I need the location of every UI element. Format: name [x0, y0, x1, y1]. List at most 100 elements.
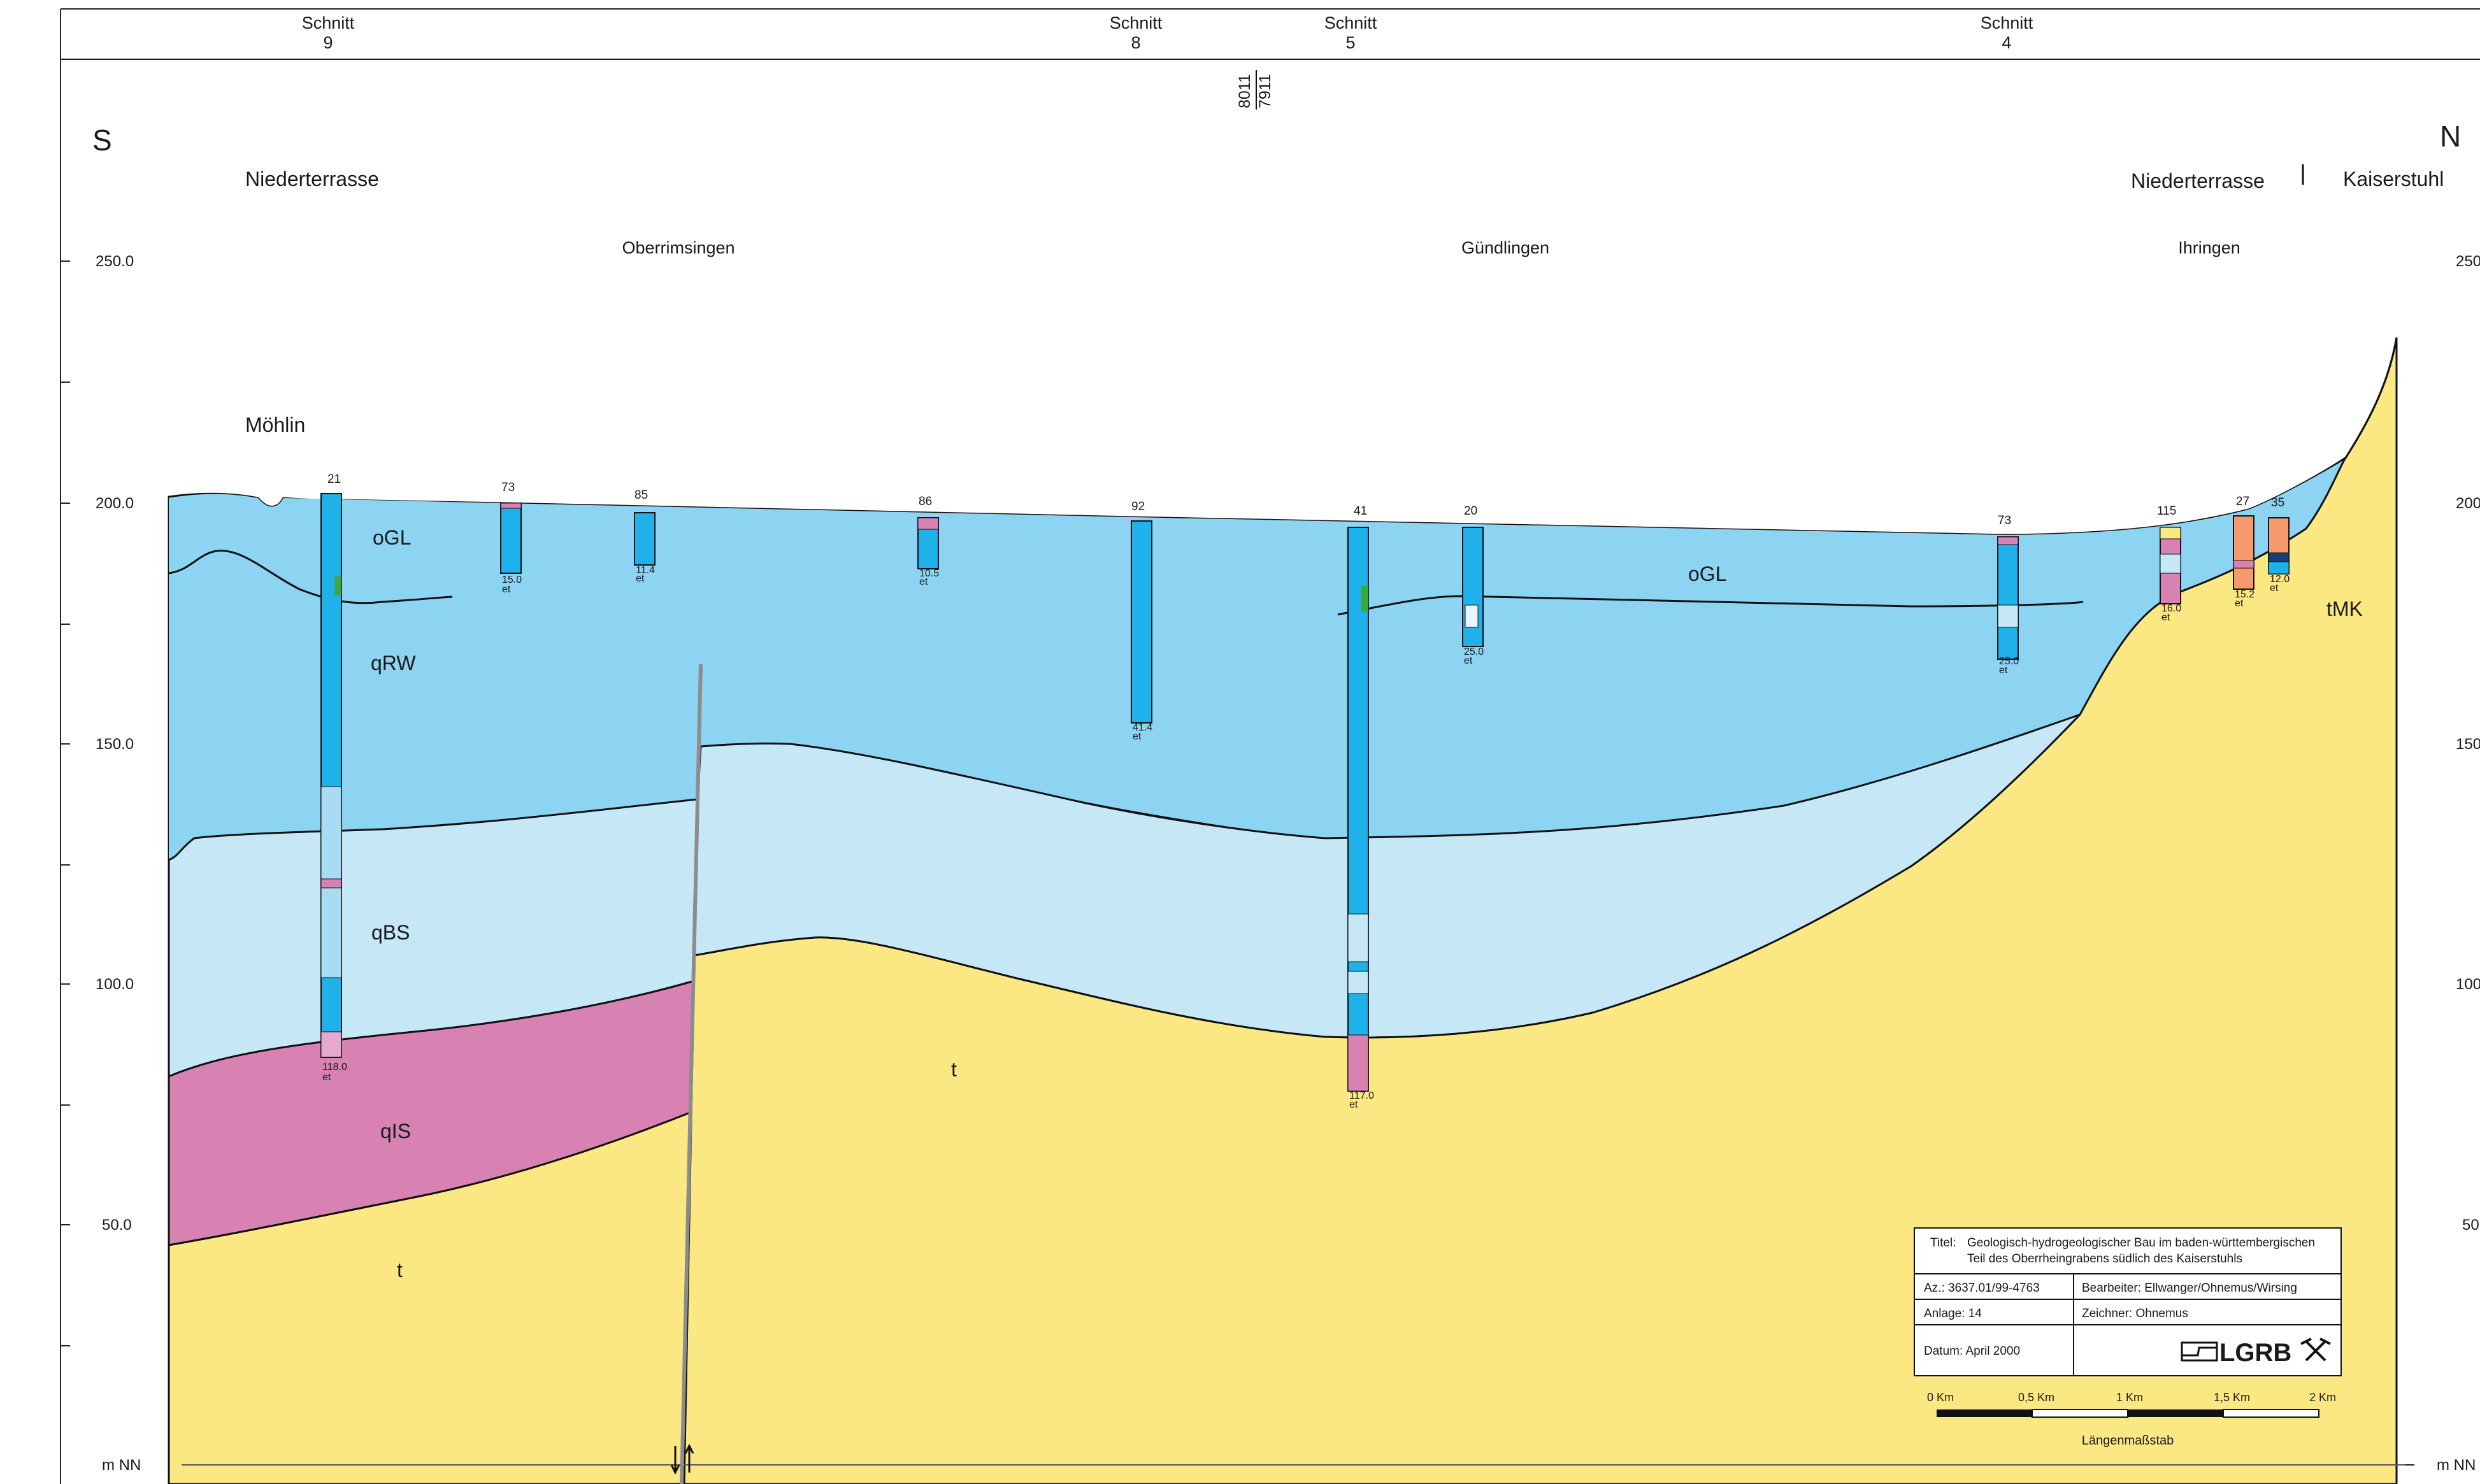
section-8-label: Schnitt [1110, 13, 1163, 32]
place-guendlingen: Gündlingen [1461, 238, 1549, 257]
fault-line [680, 664, 703, 1484]
section-4-number: 4 [2002, 33, 2011, 52]
borehole-depth-21: 118.0 [322, 1062, 347, 1073]
borehole-id-73-left: 73 [501, 481, 515, 494]
layer-qRW [169, 460, 2344, 860]
geology-layers [168, 337, 2414, 1484]
layer-label-qBS: qBS [371, 921, 410, 944]
layer-label-t-right: t [951, 1058, 957, 1081]
section-4-label: Schnitt [1981, 13, 2033, 32]
direction-south: S [92, 124, 112, 157]
borehole-depth-35: 12.0 [2270, 574, 2290, 585]
layer-label-oGL-right: oGL [1688, 562, 1726, 585]
title-az: Az.: 3637.01/99-4763 [1924, 1281, 2040, 1295]
borehole-depth-85: 11.4 [636, 565, 655, 576]
region-left: Niederterrasse [245, 168, 379, 190]
borehole-73-left [500, 503, 522, 574]
place-ihringen: Ihringen [2178, 238, 2240, 257]
section-8-number: 8 [1131, 33, 1140, 52]
borehole-depth-86: 10.5 [919, 568, 939, 579]
layer-label-qIS: qIS [380, 1120, 411, 1143]
borehole-73-right [1997, 536, 2019, 660]
borehole-note-21: et [322, 1072, 331, 1083]
tick-right-100: 100 [2456, 976, 2480, 993]
scale-caption: Längenmaßstab [2082, 1434, 2174, 1448]
borehole-note-35: et [2270, 583, 2279, 594]
borehole-depth-73-left: 15.0 [502, 574, 522, 585]
tick-left-150: 150.0 [96, 736, 134, 753]
borehole-depth-41: 117.0 [1349, 1090, 1374, 1101]
borehole-id-27: 27 [2236, 495, 2249, 508]
region-right-terrace: Niederterrasse [2131, 169, 2265, 192]
borehole-id-35: 35 [2271, 496, 2284, 510]
axis-ticks [61, 260, 2414, 1466]
borehole-27 [2233, 515, 2254, 590]
borehole-id-73-right: 73 [1998, 514, 2011, 527]
section-5-number: 5 [1345, 33, 1355, 52]
borehole-depth-20: 25.0 [1464, 646, 1484, 657]
title-label: Titel: [1930, 1236, 1956, 1250]
borehole-85 [634, 512, 656, 566]
tick-right-200: 200 [2456, 495, 2480, 512]
borehole-41 [1347, 527, 1369, 1092]
fault [670, 664, 703, 1484]
borehole-note-92: et [1133, 731, 1142, 742]
borehole-note-115: et [2161, 612, 2170, 623]
tick-right-250: 250 [2456, 253, 2480, 270]
scale-label-1: 0,5 Km [2018, 1391, 2054, 1404]
fault-arrow-up [684, 1443, 694, 1473]
scale-label-0: 0 Km [1927, 1391, 1954, 1404]
title-anlage: Anlage: 14 [1924, 1307, 1982, 1320]
borehole-note-27: et [2235, 598, 2244, 609]
title-line-2: Teil des Oberrheingrabens südlich des Ka… [1967, 1252, 2242, 1266]
tick-left-50: 50.0 [102, 1216, 132, 1234]
scale-label-2: 1 Km [2116, 1391, 2143, 1404]
borehole-92 [1131, 520, 1152, 724]
place-oberrimsingen: Oberrimsingen [622, 238, 735, 257]
tick-left-200: 200.0 [96, 495, 134, 512]
borehole-depth-27: 15.2 [2235, 589, 2254, 600]
fault-arrow-down [670, 1446, 680, 1475]
layer-tertiary-left [168, 1109, 694, 1484]
borehole-id-21: 21 [327, 473, 341, 486]
labels: Schnitt 9 Schnitt 8 Schnitt 5 Schnitt 4 … [92, 13, 2480, 1474]
tick-left-100: 100.0 [96, 976, 134, 993]
borehole-note-85: et [636, 573, 645, 584]
title-line-1: Geologisch-hydrogeologischer Bau im bade… [1967, 1236, 2315, 1250]
boundary-oGL-qRW-left [168, 550, 453, 604]
map-sheet-upper: 8011 [1236, 74, 1254, 108]
layer-label-oGL-left: oGL [373, 526, 411, 549]
title-bearbeiter: Bearbeiter: Ellwanger/Ohnemus/Wirsing [2082, 1281, 2297, 1295]
borehole-id-92: 92 [1131, 500, 1145, 513]
section-5-label: Schnitt [1324, 13, 1377, 32]
section-9-number: 9 [323, 33, 333, 52]
borehole-note-73-left: et [502, 584, 511, 595]
layer-label-tMK: tMK [2326, 597, 2363, 620]
direction-north: N [2440, 120, 2461, 153]
borehole-note-41: et [1349, 1099, 1358, 1110]
region-right-hill: Kaiserstuhl [2343, 168, 2444, 190]
borehole-note-86: et [919, 576, 928, 587]
title-datum: Datum: April 2000 [1924, 1345, 2020, 1358]
place-moehlin: Möhlin [245, 413, 305, 436]
borehole-note-73-right: et [1999, 665, 2008, 676]
borehole-depth-92: 41.4 [1133, 722, 1152, 733]
scale-label-3: 1,5 Km [2214, 1391, 2250, 1404]
borehole-id-86: 86 [919, 495, 932, 508]
map-sheet-lower: 7911 [1256, 74, 1274, 108]
lgrb-logo [2181, 1338, 2331, 1362]
section-9-label: Schnitt [302, 13, 355, 32]
borehole-id-85: 85 [634, 489, 648, 502]
borehole-20 [1462, 527, 1484, 647]
boreholes [320, 493, 2290, 1092]
borehole-depth-73-right: 25.0 [1999, 656, 2019, 667]
title-zeichner: Zeichner: Ohnemus [2082, 1307, 2188, 1320]
tick-right-50: 50 [2462, 1216, 2479, 1234]
scale-bar [1937, 1409, 2319, 1418]
title-block [1914, 1227, 2342, 1376]
tick-left-250: 250.0 [96, 253, 134, 270]
scale-label-4: 2 Km [2309, 1391, 2336, 1404]
axis-unit-right: m NN [2437, 1457, 2476, 1474]
borehole-depth-115: 16.0 [2161, 603, 2181, 614]
